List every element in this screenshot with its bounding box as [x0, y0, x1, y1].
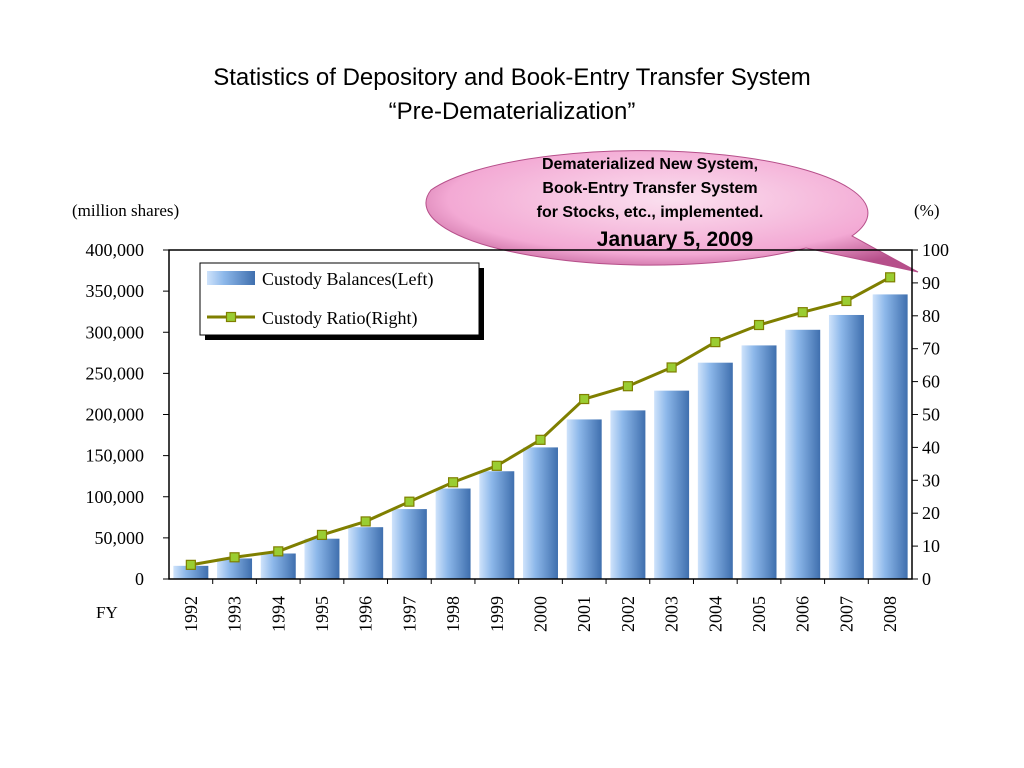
right-tick-label: 70: [922, 339, 940, 359]
legend-label-ratio: Custody Ratio(Right): [262, 308, 418, 329]
bar-2001: [566, 419, 602, 579]
legend-marker-swatch: [225, 311, 237, 323]
x-tick-label: 1999: [487, 596, 507, 632]
x-tick-label: 1993: [225, 596, 245, 632]
callout-text-line2: Book-Entry Transfer System: [542, 180, 758, 197]
legend-bar-swatch: [207, 271, 255, 285]
bar-2008: [872, 294, 908, 579]
bar-1997: [391, 509, 427, 579]
left-tick-label: 350,000: [86, 281, 145, 301]
ratio-point-2006: [797, 307, 808, 318]
ratio-point-1995: [316, 529, 328, 541]
left-tick-label: 300,000: [86, 322, 145, 342]
custody-balance-bars: [173, 294, 908, 579]
right-tick-label: 60: [922, 372, 940, 392]
left-axis-unit: (million shares): [72, 201, 180, 220]
right-tick-label: 40: [922, 437, 940, 457]
x-tick-label: 2005: [749, 596, 769, 632]
ratio-point-1992: [185, 559, 196, 570]
x-tick-label: 1994: [268, 596, 288, 632]
ratio-point-1998: [447, 477, 459, 488]
chart-title-line1: Statistics of Depository and Book-Entry …: [213, 64, 811, 91]
callout-date: January 5, 2009: [596, 228, 754, 251]
left-tick-label: 50,000: [95, 528, 145, 548]
right-tick-label: 20: [922, 503, 940, 523]
right-tick-label: 0: [922, 569, 931, 589]
x-tick-label: 2001: [574, 596, 594, 632]
x-tick-label: 2006: [793, 596, 813, 632]
x-tick-label: 2002: [618, 596, 638, 632]
bar-1999: [479, 471, 515, 579]
x-tick-label: 1995: [312, 596, 332, 632]
ratio-point-1997: [404, 496, 415, 507]
left-tick-label: 200,000: [86, 405, 145, 425]
chart-legend: Custody Balances(Left) Custody Ratio(Righ…: [199, 262, 484, 340]
bar-2002: [610, 410, 646, 579]
bar-1996: [348, 527, 384, 579]
chart-axes: 0 50,000 100,000 150,000 200,000 250,000 300,0…: [86, 240, 950, 632]
right-tick-label: 50: [922, 405, 940, 425]
ratio-point-2003: [666, 362, 677, 373]
right-axis-unit: (%): [914, 201, 940, 220]
ratio-point-2007: [841, 295, 852, 307]
x-tick-label: 1996: [356, 596, 376, 632]
bar-2007: [828, 314, 864, 579]
x-tick-label: 2007: [836, 596, 856, 632]
x-tick-label: 2008: [880, 596, 900, 632]
right-tick-label: 80: [922, 306, 940, 326]
bar-1998: [435, 488, 471, 579]
left-tick-label: 400,000: [86, 240, 145, 260]
callout-text-line3: for Stocks, etc., implemented.: [536, 204, 764, 221]
x-axis-prefix: FY: [96, 603, 118, 622]
right-tick-label: 10: [922, 536, 940, 556]
bar-2003: [654, 390, 690, 579]
ratio-point-1994: [273, 546, 284, 557]
left-tick-label: 150,000: [86, 446, 145, 466]
bar-1994: [260, 553, 296, 579]
legend-label-balances: Custody Balances(Left): [262, 269, 433, 290]
ratio-point-2001: [579, 393, 590, 405]
x-tick-label: 2000: [531, 596, 551, 632]
left-tick-label: 100,000: [86, 487, 145, 507]
ratio-point-2000: [535, 434, 546, 445]
bar-1992: [173, 565, 209, 579]
bar-2000: [523, 447, 558, 579]
ratio-point-2005: [753, 319, 765, 331]
bar-1995: [304, 538, 340, 579]
bar-1993: [217, 558, 253, 579]
x-tick-label: 1998: [443, 596, 463, 632]
ratio-point-2004: [710, 337, 721, 348]
right-tick-label: 30: [922, 470, 940, 490]
ratio-point-1993: [229, 552, 240, 563]
left-tick-label: 250,000: [86, 363, 145, 383]
custody-ratio-line: [185, 272, 896, 570]
callout-shape: [425, 150, 919, 273]
x-tick-label: 1997: [399, 596, 419, 632]
right-tick-label: 100: [922, 240, 949, 260]
bar-2006: [785, 329, 821, 579]
x-tick-label: 2003: [662, 596, 682, 632]
x-tick-label: 2004: [705, 596, 725, 632]
callout-text-line1: Dematerialized New System,: [541, 156, 759, 173]
ratio-point-1999: [491, 460, 502, 471]
right-tick-label: 90: [922, 273, 940, 293]
x-tick-label: 1992: [181, 596, 201, 632]
ratio-point-2008: [885, 272, 896, 283]
ratio-point-1996: [360, 516, 371, 527]
callout-bubble: [425, 150, 919, 273]
bar-2005: [741, 345, 777, 579]
ratio-point-2002: [622, 381, 634, 392]
chart-title-line2: “Pre-Dematerialization”: [388, 98, 636, 125]
left-tick-label: 0: [135, 569, 144, 589]
bar-2004: [697, 362, 733, 579]
